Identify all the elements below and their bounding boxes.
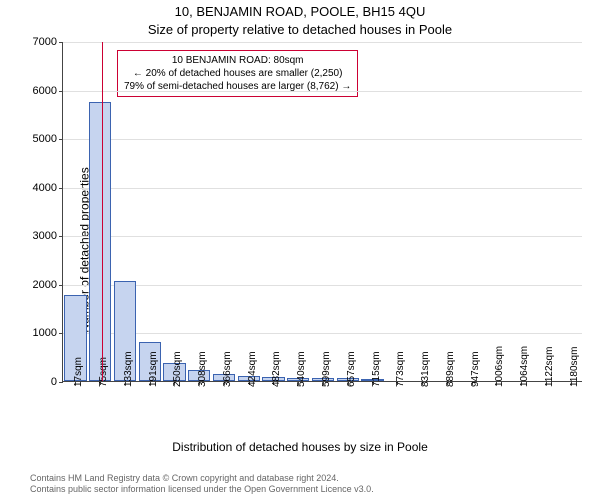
y-tick-label: 2000 — [33, 279, 63, 291]
x-tick-label: 133sqm — [123, 351, 134, 387]
x-tick-label: 1122sqm — [544, 347, 555, 387]
gridline — [63, 188, 582, 189]
x-tick-label: 1180sqm — [569, 347, 580, 387]
gridline — [63, 285, 582, 286]
property-marker-line — [102, 42, 103, 381]
title-subtitle: Size of property relative to detached ho… — [0, 22, 600, 37]
x-axis-label: Distribution of detached houses by size … — [0, 440, 600, 454]
y-tick-label: 1000 — [33, 327, 63, 339]
gridline — [63, 236, 582, 237]
x-tick-label: 191sqm — [148, 351, 159, 387]
x-tick-label: 715sqm — [371, 351, 382, 387]
x-tick-label: 1064sqm — [519, 346, 530, 387]
x-tick-label: 657sqm — [346, 351, 357, 387]
x-tick-label: 947sqm — [470, 351, 481, 387]
annotation-line-2: ← 20% of detached houses are smaller (2,… — [124, 67, 351, 80]
y-tick-label: 6000 — [33, 85, 63, 97]
annotation-line-1: 10 BENJAMIN ROAD: 80sqm — [124, 54, 351, 67]
plot-area: 10 BENJAMIN ROAD: 80sqm ← 20% of detache… — [62, 42, 582, 382]
footer-line-1: Contains HM Land Registry data © Crown c… — [30, 473, 374, 485]
x-tick-label: 308sqm — [197, 351, 208, 387]
y-tick-label: 4000 — [33, 182, 63, 194]
y-tick-label: 5000 — [33, 133, 63, 145]
x-tick-label: 599sqm — [321, 351, 332, 387]
x-tick-label: 889sqm — [445, 351, 456, 387]
x-tick-label: 540sqm — [296, 351, 307, 387]
title-address: 10, BENJAMIN ROAD, POOLE, BH15 4QU — [0, 4, 600, 19]
x-tick-label: 17sqm — [73, 357, 84, 387]
x-tick-label: 366sqm — [222, 351, 233, 387]
x-tick-label: 773sqm — [395, 351, 406, 387]
y-tick-label: 0 — [51, 376, 63, 388]
histogram-bar — [89, 102, 111, 381]
y-tick-label: 3000 — [33, 230, 63, 242]
y-tick-label: 7000 — [33, 36, 63, 48]
chart-container: 10, BENJAMIN ROAD, POOLE, BH15 4QU Size … — [0, 0, 600, 500]
x-tick-label: 482sqm — [271, 351, 282, 387]
x-tick-label: 75sqm — [98, 357, 109, 387]
x-tick-label: 250sqm — [172, 351, 183, 387]
gridline — [63, 91, 582, 92]
footer-line-2: Contains public sector information licen… — [30, 484, 374, 496]
x-tick-label: 1006sqm — [494, 346, 505, 387]
gridline — [63, 333, 582, 334]
gridline — [63, 139, 582, 140]
x-tick-label: 831sqm — [420, 351, 431, 387]
x-tick-label: 424sqm — [247, 351, 258, 387]
gridline — [63, 42, 582, 43]
footer-attribution: Contains HM Land Registry data © Crown c… — [30, 473, 374, 496]
